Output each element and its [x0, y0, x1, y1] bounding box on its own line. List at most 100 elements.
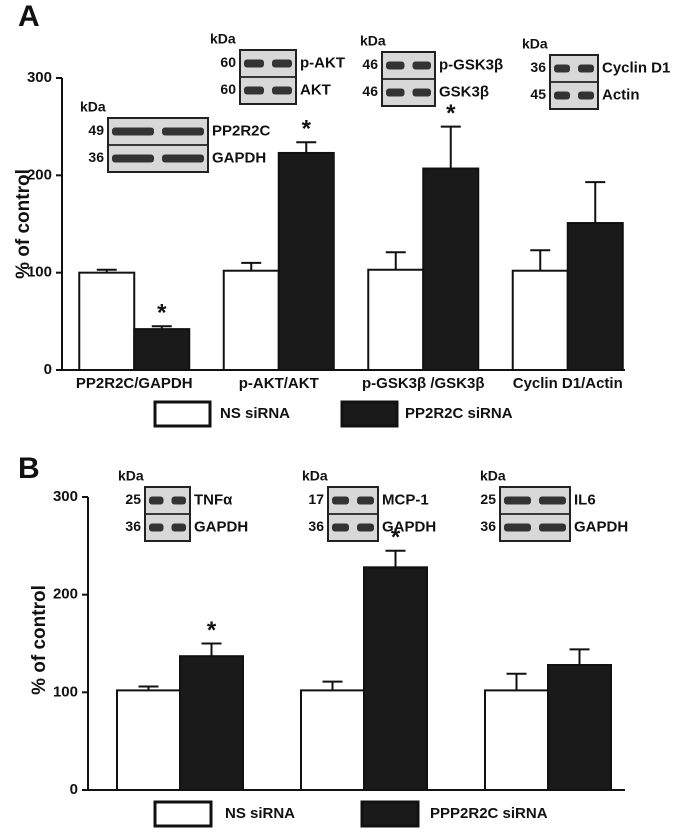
blot-label: TNFα	[194, 491, 233, 508]
bar	[300, 689, 365, 792]
blot-band	[112, 127, 154, 136]
significance-mark: *	[302, 116, 312, 143]
blot-kda: 25	[480, 491, 496, 507]
x-tick-label: PP2R2C/GAPDH	[76, 375, 193, 392]
bar	[367, 268, 425, 372]
blot-kda: 36	[125, 518, 141, 534]
blot-label: AKT	[300, 81, 331, 98]
legend-label: PPP2R2C siRNA	[430, 805, 548, 822]
blot-band	[554, 64, 570, 73]
blot-unit: kDa	[210, 31, 236, 47]
blot-kda: 46	[362, 56, 378, 72]
bar	[222, 269, 280, 371]
blot-kda: 36	[308, 518, 324, 534]
blot-label: GAPDH	[574, 518, 628, 535]
x-tick-label: p-AKT/AKT	[239, 375, 319, 392]
y-axis-label: % of control	[29, 585, 50, 695]
blot-kda: 25	[125, 491, 141, 507]
blot-unit: kDa	[118, 468, 144, 484]
blot-label: PP2R2C	[212, 122, 271, 139]
blot-band	[149, 496, 164, 505]
significance-mark: *	[391, 524, 401, 551]
bar	[133, 328, 191, 371]
blot-band	[171, 496, 186, 505]
y-tick-label: 100	[27, 264, 52, 281]
legend-swatch	[153, 800, 213, 828]
legend-label: NS siRNA	[220, 405, 290, 422]
blot-kda: 46	[362, 83, 378, 99]
blot-band	[578, 91, 594, 100]
blot-band	[112, 154, 154, 163]
blot-band	[272, 59, 292, 68]
y-axis-label: % of control	[13, 169, 34, 279]
blot-label: Cyclin D1	[602, 59, 670, 76]
blot-label: GAPDH	[212, 149, 266, 166]
blot-band	[244, 59, 264, 68]
blot-band	[149, 523, 164, 532]
blot-unit: kDa	[302, 468, 328, 484]
legend-swatch	[360, 800, 420, 828]
blot-label: GSK3β	[439, 83, 489, 100]
blot-unit: kDa	[480, 468, 506, 484]
blot-band	[539, 523, 566, 532]
bar	[511, 269, 569, 371]
blot-band	[386, 61, 405, 70]
y-tick-label: 0	[70, 781, 78, 798]
x-tick-label: p-GSK3β /GSK3β	[362, 375, 485, 392]
blot-band	[554, 91, 570, 100]
significance-mark: *	[207, 617, 217, 644]
blot-kda: 60	[220, 81, 236, 97]
blot-label: p-AKT	[300, 54, 345, 71]
blot-band	[412, 88, 431, 97]
y-tick-label: 300	[53, 488, 78, 505]
blot-kda: 45	[530, 86, 546, 102]
blot-unit: kDa	[522, 36, 548, 52]
bar	[179, 655, 244, 791]
legend-label: NS siRNA	[225, 805, 295, 822]
blot-band	[171, 523, 186, 532]
blot-label: MCP-1	[382, 491, 429, 508]
legend-swatch	[153, 400, 212, 428]
blot-kda: 60	[220, 54, 236, 70]
blot-band	[539, 496, 566, 505]
blot-band	[332, 523, 349, 532]
blot-unit: kDa	[80, 99, 106, 115]
blot-band	[412, 61, 431, 70]
blot-unit: kDa	[360, 33, 386, 49]
blot-label: Actin	[602, 86, 640, 103]
x-tick-label: Cyclin D1/Actin	[513, 375, 623, 392]
blot-band	[386, 88, 405, 97]
blot-kda: 17	[308, 491, 324, 507]
blot-band	[162, 154, 204, 163]
significance-mark: *	[446, 100, 456, 127]
legend-label: PP2R2C siRNA	[405, 405, 513, 422]
blot-band	[504, 496, 531, 505]
y-tick-label: 300	[27, 69, 52, 86]
bar	[566, 222, 624, 371]
blot-band	[357, 523, 374, 532]
blot-band	[357, 496, 374, 505]
blot-kda: 36	[480, 518, 496, 534]
blot-label: GAPDH	[382, 518, 436, 535]
blot-kda: 36	[88, 149, 104, 165]
bar	[116, 689, 181, 792]
legend-swatch	[340, 400, 399, 428]
significance-mark: *	[157, 300, 167, 327]
panel-letter: A	[18, 0, 40, 33]
blot-label: GAPDH	[194, 518, 248, 535]
bar	[277, 151, 335, 371]
blot-band	[272, 86, 292, 95]
blot-band	[332, 496, 349, 505]
y-tick-label: 200	[53, 586, 78, 603]
blot-kda: 49	[88, 122, 104, 138]
blot-label: IL6	[574, 491, 596, 508]
y-tick-label: 100	[53, 683, 78, 700]
blot-kda: 36	[530, 59, 546, 75]
blot-band	[162, 127, 204, 136]
y-tick-label: 200	[27, 166, 52, 183]
bar	[484, 689, 549, 792]
bar	[547, 663, 612, 792]
blot-band	[244, 86, 264, 95]
bar	[78, 271, 136, 371]
